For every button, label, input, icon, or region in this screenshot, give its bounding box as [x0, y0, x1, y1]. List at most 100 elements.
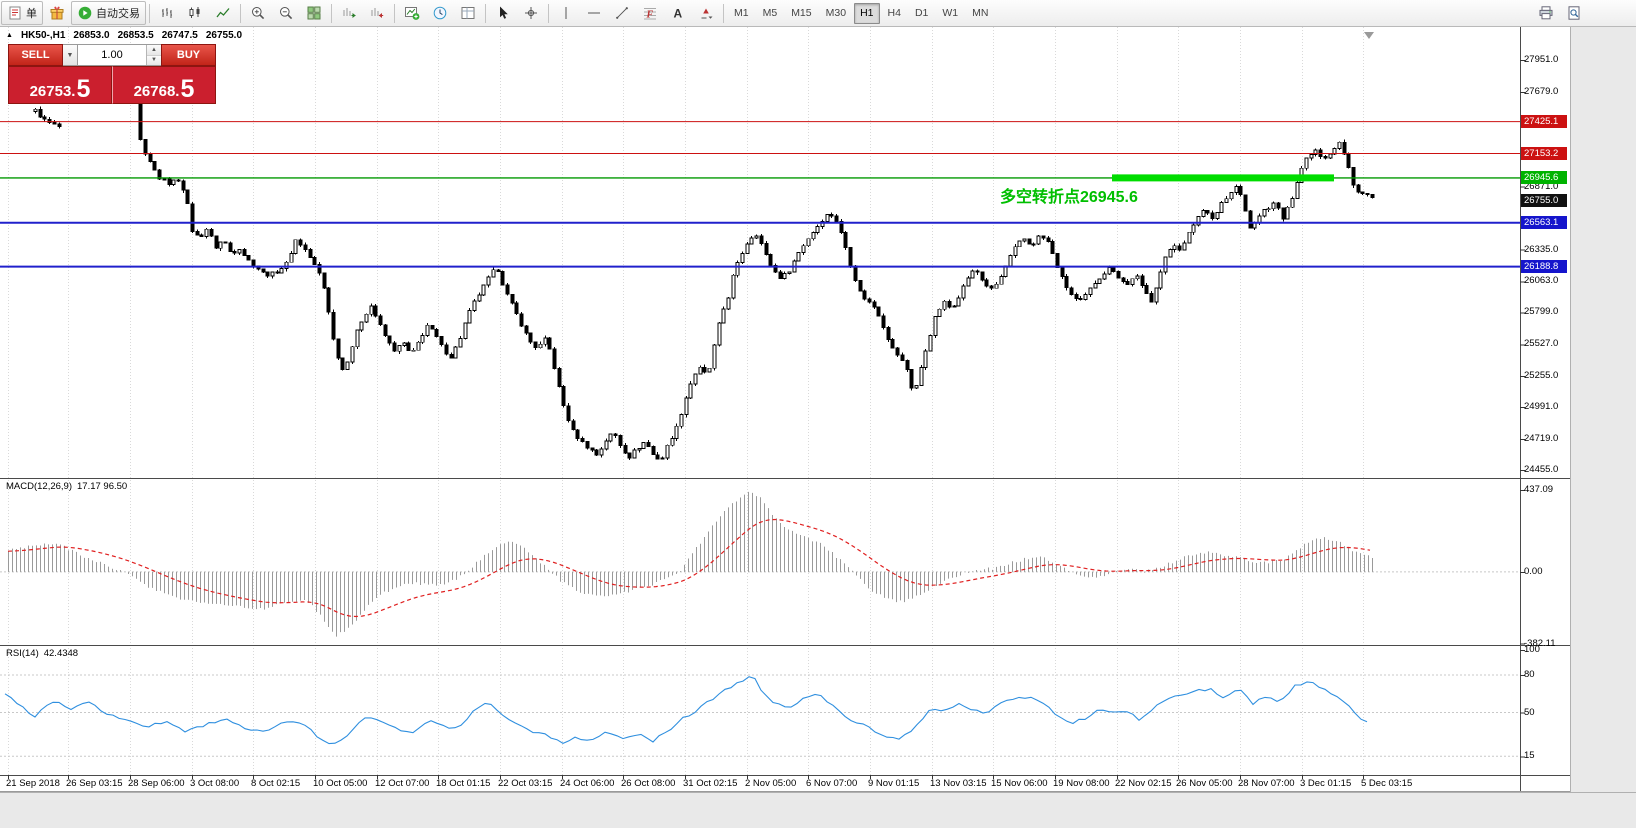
time-axis-label: 18 Oct 01:15 [436, 778, 491, 789]
volume-value[interactable]: 1.00 [101, 49, 123, 61]
crosshair-icon [525, 7, 537, 19]
tile-windows-icon [307, 6, 321, 20]
horizontal-line-tool[interactable] [580, 1, 608, 25]
price-axis-label: 25799.0 [1524, 306, 1559, 318]
timeframe-m15[interactable]: M15 [791, 7, 812, 19]
toolbar: 单 自动交易 F A M1 M5 M15 M30 H1 H4 D1 W1 MN [0, 0, 1636, 27]
arrows-tool[interactable] [692, 1, 720, 25]
timeframe-mn[interactable]: MN [972, 7, 989, 19]
horizontal-line-icon [588, 12, 600, 14]
autotrade-icon [78, 6, 92, 20]
toolbar-separator [240, 3, 241, 23]
zoom-in-icon [252, 7, 265, 20]
time-axis-label: 3 Oct 08:00 [190, 778, 240, 789]
time-axis-label: 26 Oct 08:00 [621, 778, 676, 789]
print-button[interactable] [1532, 1, 1560, 25]
rsi-axis-label: 100 [1524, 644, 1540, 655]
svg-text:F: F [646, 10, 654, 21]
buy-button[interactable]: BUY [161, 44, 216, 66]
fibonacci-icon: F [644, 8, 656, 21]
volume-input[interactable]: 1.00 ▲ ▼ [78, 44, 161, 66]
candlestick-mode-button[interactable] [181, 1, 209, 25]
print-preview-button[interactable] [1560, 1, 1588, 25]
price-axis-label: 26871.0 [1524, 180, 1559, 192]
time-axis-label: 2 Nov 05:00 [745, 778, 797, 789]
time-axis-label: 10 Oct 05:00 [313, 778, 368, 789]
ohlc-open: 26853.0 [73, 30, 110, 41]
one-click-trading-panel: SELL ▼ 1.00 ▲ ▼ BUY 26753. 5 26768. 5 [8, 44, 216, 104]
toolbar-separator [548, 3, 549, 23]
indicators-button[interactable] [398, 1, 426, 25]
toolbar-separator [485, 3, 486, 23]
toolbar-separator [149, 3, 150, 23]
auto-scroll-icon [343, 8, 356, 18]
volume-up-button[interactable]: ▲ [147, 45, 161, 56]
sell-price-main: 26753. [29, 83, 76, 100]
templates-button[interactable] [454, 1, 482, 25]
chart-canvas[interactable] [0, 27, 1570, 792]
timeframe-m30[interactable]: M30 [825, 7, 847, 19]
price-axis-label: 24719.0 [1524, 433, 1559, 445]
bar-chart-mode-button[interactable] [153, 1, 181, 25]
time-axis-label: 13 Nov 03:15 [930, 778, 987, 789]
trendline-tool[interactable] [608, 1, 636, 25]
timeframe-h1[interactable]: H1 [854, 2, 880, 24]
volume-dropdown-button[interactable]: ▼ [63, 44, 78, 66]
time-axis-label: 21 Sep 2018 [6, 778, 60, 789]
chart-shift-toggle[interactable] [363, 1, 391, 25]
line-chart-mode-button[interactable] [209, 1, 237, 25]
bars-icon [162, 8, 172, 18]
macd-axis-label: 437.09 [1524, 483, 1554, 495]
symbol-bar: ▲ HK50-,H1 26853.0 26853.5 26747.5 26755… [6, 30, 242, 41]
sell-button[interactable]: SELL [8, 44, 63, 66]
toolbar-button-label: 单 [26, 8, 37, 20]
new-chart-icon [405, 7, 420, 20]
time-axis-label: 19 Nov 08:00 [1053, 778, 1110, 789]
price-tag: 26563.1 [1521, 216, 1567, 230]
cursor-tool-button[interactable] [489, 1, 517, 25]
text-tool[interactable]: A [664, 1, 692, 25]
time-axis-label: 28 Sep 06:00 [128, 778, 185, 789]
timeframe-m5[interactable]: M5 [762, 7, 778, 19]
timeframe-m1[interactable]: M1 [734, 7, 749, 19]
time-axis-label: 31 Oct 02:15 [683, 778, 738, 789]
text-icon: A [674, 7, 683, 21]
trendline-icon [616, 7, 628, 19]
time-axis-label: 26 Sep 03:15 [66, 778, 123, 789]
autotrade-toggle[interactable]: 自动交易 [71, 1, 146, 25]
crosshair-tool-button[interactable] [517, 1, 545, 25]
gift-icon [50, 6, 64, 20]
gift-button[interactable] [43, 1, 71, 25]
zoom-out-button[interactable] [272, 1, 300, 25]
ohlc-high: 26853.5 [117, 30, 154, 41]
chart-shift-marker[interactable] [1364, 32, 1374, 39]
fibonacci-tool[interactable]: F [636, 1, 664, 25]
macd-signal-line [7, 518, 1371, 618]
rsi-axis-label: 80 [1524, 669, 1535, 680]
panel-collapse-arrow[interactable]: ▲ [6, 32, 13, 39]
time-axis-label: 22 Oct 03:15 [498, 778, 553, 789]
volume-stepper: ▲ ▼ [146, 45, 161, 65]
vertical-line-tool[interactable] [552, 1, 580, 25]
toolbar-separator [331, 3, 332, 23]
green-pivot-segment[interactable] [1112, 174, 1334, 182]
volume-down-button[interactable]: ▼ [147, 55, 161, 65]
pivot-annotation-text[interactable]: 多空转折点26945.6 [1000, 189, 1138, 206]
price-axis-label: 27951.0 [1524, 53, 1559, 65]
periods-button[interactable] [426, 1, 454, 25]
zoom-in-button[interactable] [244, 1, 272, 25]
clock-icon [433, 6, 447, 20]
timeframe-h4[interactable]: H4 [887, 7, 901, 19]
timeframe-w1[interactable]: W1 [942, 7, 959, 19]
time-axis-label: 8 Oct 02:15 [251, 778, 301, 789]
print-icon [1539, 6, 1553, 20]
price-axis-label: 24455.0 [1524, 464, 1559, 476]
timeframe-d1[interactable]: D1 [914, 7, 929, 19]
horizontal-line-objects[interactable] [0, 121, 1520, 268]
time-axis-label: 12 Oct 07:00 [375, 778, 430, 789]
price-axis-label: 25527.0 [1524, 338, 1559, 350]
time-axis-label: 15 Nov 06:00 [991, 778, 1048, 789]
new-order-button[interactable]: 单 [1, 1, 43, 25]
auto-scroll-toggle[interactable] [335, 1, 363, 25]
tile-windows-button[interactable] [300, 1, 328, 25]
